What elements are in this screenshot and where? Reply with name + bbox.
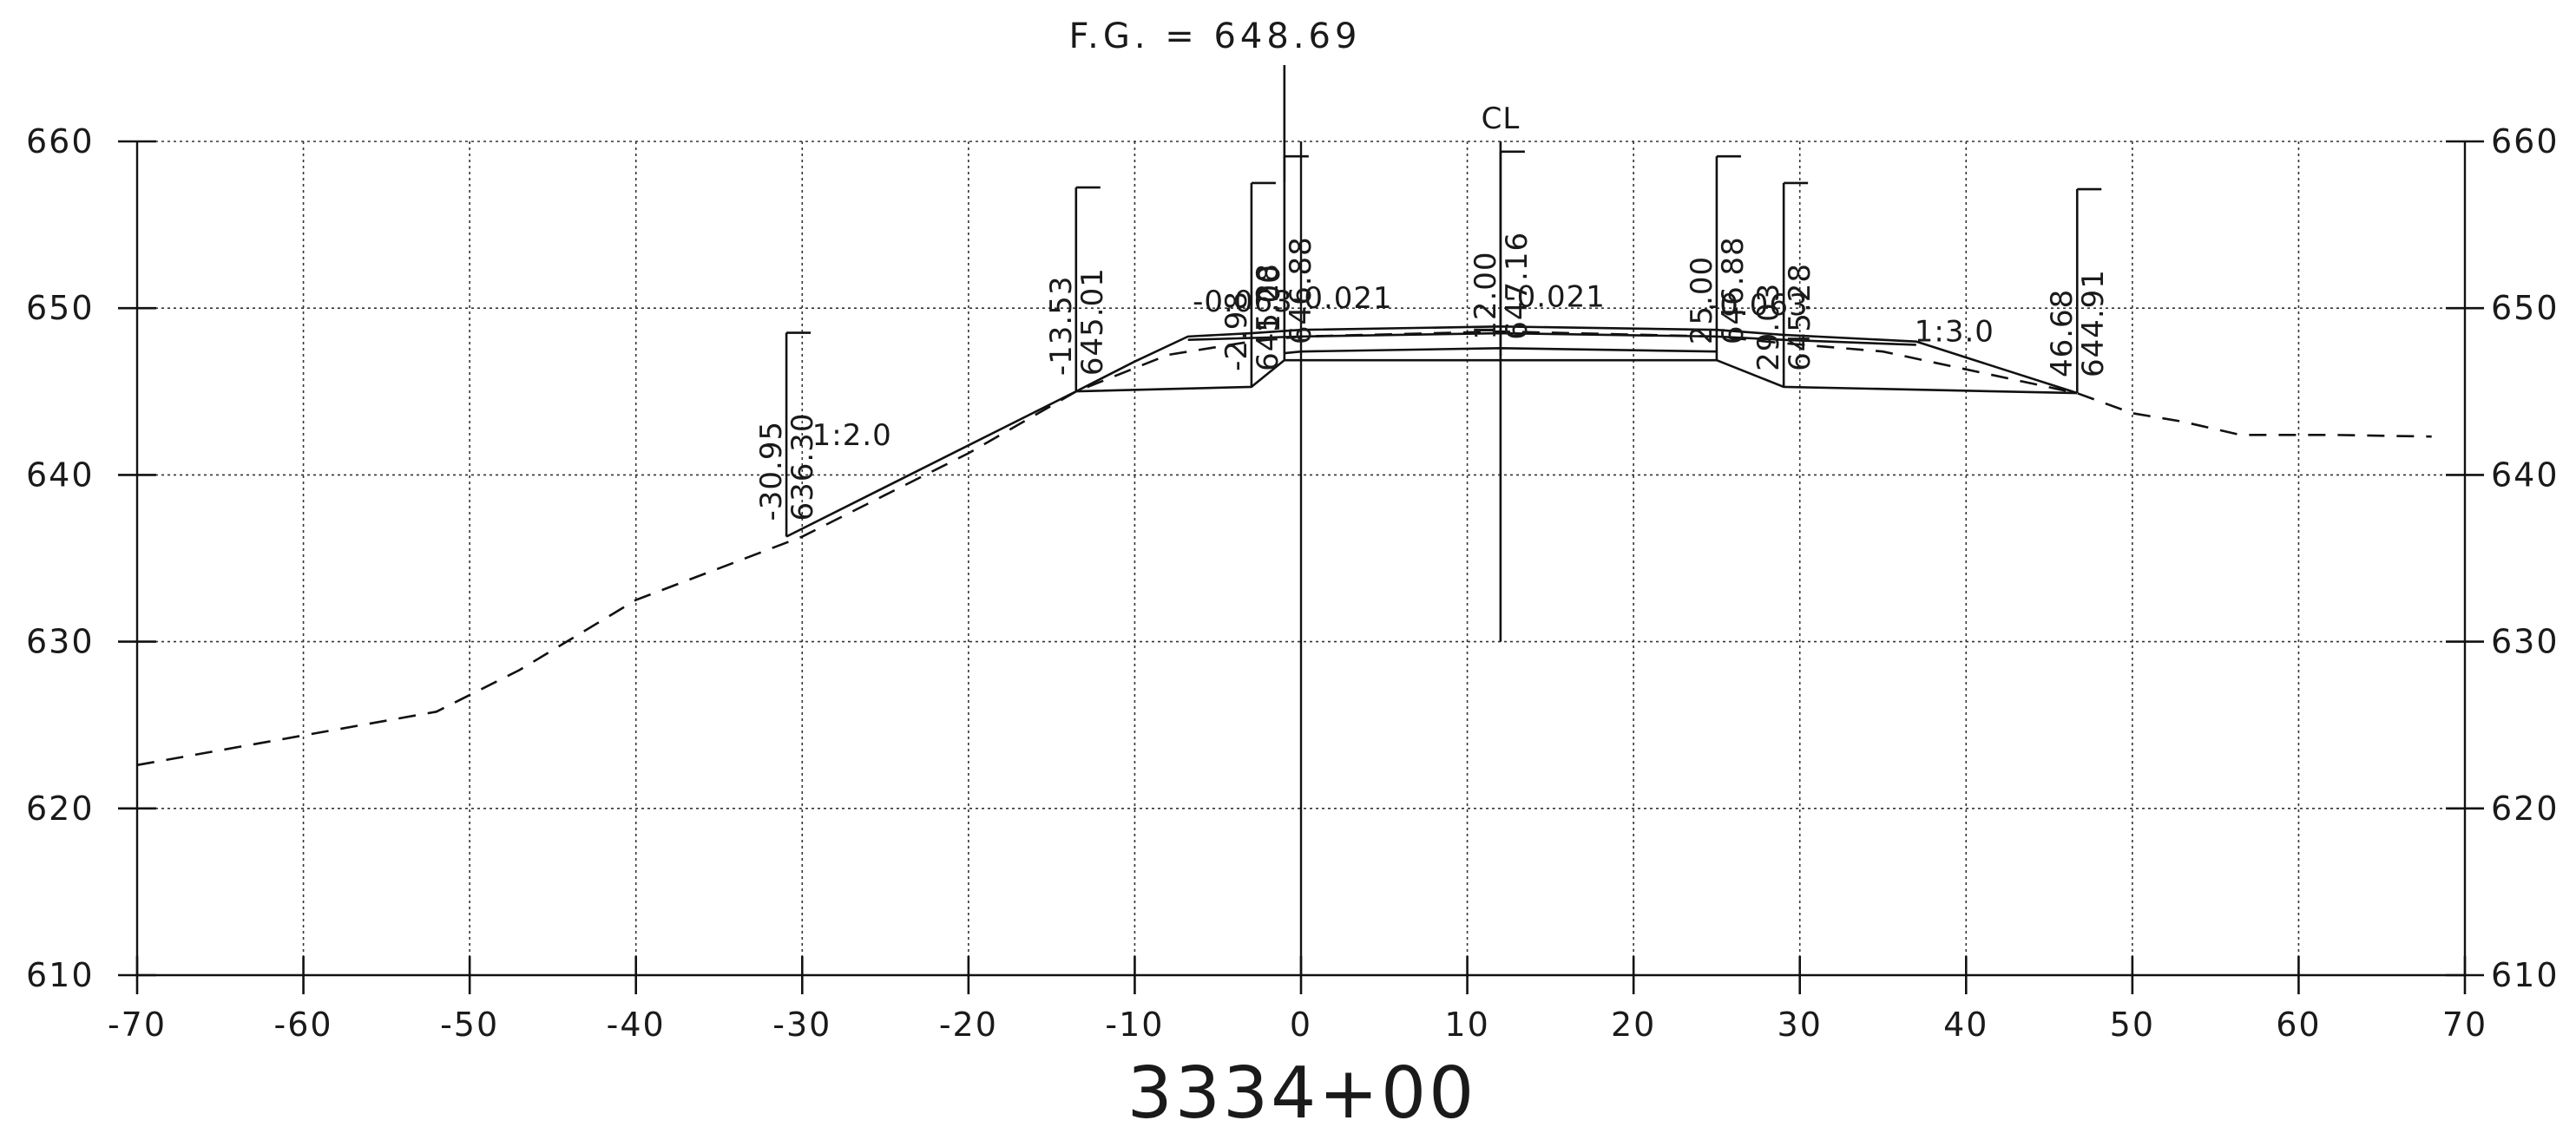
x-tick-label: 10	[1444, 1006, 1489, 1044]
annotation-offset: 29.03	[1751, 283, 1786, 371]
y-tick-label-right: 620	[2491, 790, 2560, 828]
y-tick-label-left: 610	[26, 956, 95, 994]
slope-label: -0.063	[1193, 285, 1293, 319]
station-label: 3334+00	[1127, 1052, 1477, 1127]
slope-label: -0.021	[1292, 281, 1393, 316]
y-tick-label-left: 650	[26, 289, 95, 327]
x-tick-label: -30	[772, 1006, 831, 1044]
annotation-offset: -1.00	[1252, 264, 1287, 344]
slope-label: 1:2.0	[812, 418, 892, 453]
finished-grade-label: F.G. = 648.69	[1069, 16, 1362, 56]
slope-label: -0.063	[1708, 288, 1809, 323]
centerline-label: CL	[1482, 102, 1521, 136]
y-tick-label-right: 660	[2491, 122, 2560, 161]
x-tick-label: -50	[440, 1006, 499, 1044]
existing-ground-line	[136, 330, 2432, 767]
centerline	[1283, 65, 1502, 642]
x-tick-label: 20	[1611, 1006, 1656, 1044]
y-tick-label-left: 640	[26, 455, 95, 494]
proposed-section-line	[1284, 347, 1717, 355]
annotation-elevation: 647.16	[1500, 232, 1534, 340]
annotation-offset: 46.68	[2045, 289, 2080, 377]
y-tick-label-left: 620	[26, 790, 95, 828]
slope-labels: 1:2.01:3.0-0.063 -0.021 -0.021 -0.063	[812, 279, 1994, 453]
x-tick-label: 50	[2110, 1006, 2155, 1044]
annotation-elevation: 646.88	[1716, 236, 1751, 344]
x-tick-label: -60	[274, 1006, 333, 1044]
proposed-section-line	[1187, 331, 1916, 346]
x-tick-label: 0	[1290, 1006, 1312, 1044]
annotation-offset: 25.00	[1685, 256, 1719, 344]
x-tick-label: -20	[939, 1006, 998, 1044]
annotation-offset: -30.95	[754, 421, 789, 521]
y-tick-label-right: 640	[2491, 455, 2560, 494]
annotation-elevation: 646.88	[1284, 236, 1318, 344]
annotation-elevation: 645.28	[1251, 263, 1285, 371]
x-tick-label: -40	[607, 1006, 666, 1044]
x-tick-label: -10	[1105, 1006, 1164, 1044]
annotation-offset: -13.53	[1044, 275, 1079, 376]
x-tick-label: 60	[2276, 1006, 2321, 1044]
annotation-offset: -2.98	[1219, 291, 1254, 371]
y-tick-label-right: 610	[2491, 956, 2560, 994]
annotation-offset: 12.00	[1469, 251, 1503, 339]
x-tick-label: -70	[108, 1006, 167, 1044]
x-tick-label: 30	[1778, 1006, 1823, 1044]
x-tick-label: 70	[2442, 1006, 2487, 1044]
annotation-elevation: 645.01	[1075, 267, 1110, 376]
y-tick-label-right: 630	[2491, 623, 2560, 661]
slope-label: 1:3.0	[1915, 315, 1994, 350]
proposed-section-line	[785, 325, 2078, 538]
y-tick-label-left: 660	[26, 122, 95, 161]
slope-label: -0.021	[1505, 279, 1606, 314]
annotation-elevation: 645.28	[1783, 263, 1817, 371]
y-tick-label-right: 650	[2491, 289, 2560, 327]
annotation-elevation: 644.91	[2076, 269, 2111, 377]
profile-lines	[136, 325, 2432, 767]
y-tick-label-left: 630	[26, 623, 95, 661]
x-tick-label: 40	[1943, 1006, 1988, 1044]
annotation-elevation: 636.30	[785, 413, 820, 521]
